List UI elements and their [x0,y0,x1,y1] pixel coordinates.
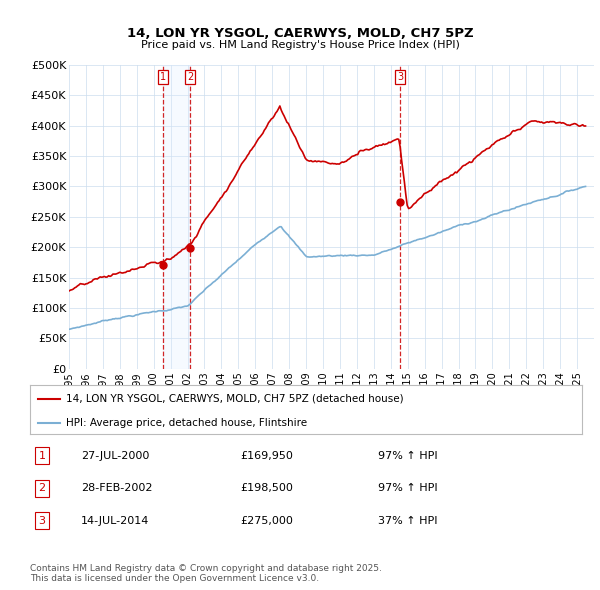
Text: 2: 2 [38,483,46,493]
Text: 97% ↑ HPI: 97% ↑ HPI [378,451,437,461]
Text: 3: 3 [397,72,403,82]
Text: 1: 1 [160,72,166,82]
Text: Price paid vs. HM Land Registry's House Price Index (HPI): Price paid vs. HM Land Registry's House … [140,40,460,50]
Text: 3: 3 [38,516,46,526]
Text: 14, LON YR YSGOL, CAERWYS, MOLD, CH7 5PZ: 14, LON YR YSGOL, CAERWYS, MOLD, CH7 5PZ [127,27,473,40]
Text: 37% ↑ HPI: 37% ↑ HPI [378,516,437,526]
Text: £198,500: £198,500 [240,483,293,493]
Text: 28-FEB-2002: 28-FEB-2002 [81,483,152,493]
Text: £169,950: £169,950 [240,451,293,461]
Text: 2: 2 [187,72,193,82]
Text: 27-JUL-2000: 27-JUL-2000 [81,451,149,461]
Text: £275,000: £275,000 [240,516,293,526]
Bar [163,65,190,369]
Text: HPI: Average price, detached house, Flintshire: HPI: Average price, detached house, Flin… [66,418,307,428]
Text: 14-JUL-2014: 14-JUL-2014 [81,516,149,526]
Text: 1: 1 [38,451,46,461]
Text: 14, LON YR YSGOL, CAERWYS, MOLD, CH7 5PZ (detached house): 14, LON YR YSGOL, CAERWYS, MOLD, CH7 5PZ… [66,394,404,404]
Text: Contains HM Land Registry data © Crown copyright and database right 2025.
This d: Contains HM Land Registry data © Crown c… [30,563,382,583]
Text: 97% ↑ HPI: 97% ↑ HPI [378,483,437,493]
